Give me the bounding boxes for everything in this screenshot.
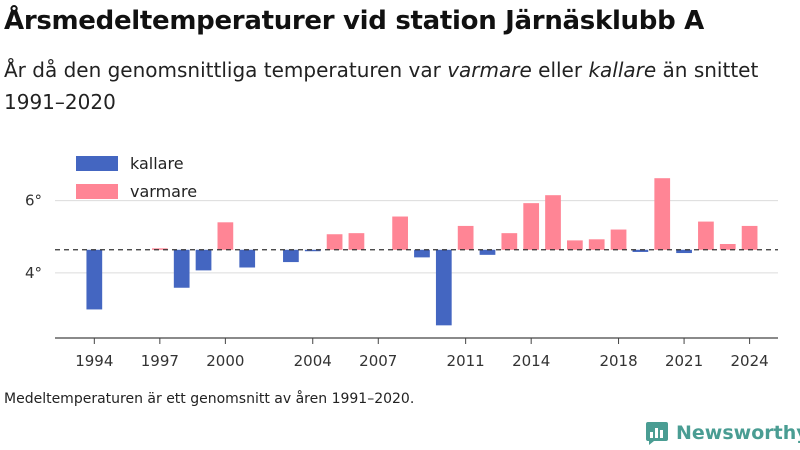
- legend-swatch-kallare: [76, 156, 118, 171]
- footnote: Medeltemperaturen är ett genomsnitt av å…: [4, 391, 415, 407]
- subtitle-text-middle: eller: [531, 58, 589, 82]
- bar-kallare-1998: [173, 249, 190, 288]
- x-tick-label-2018: 2018: [599, 352, 637, 370]
- chart-subtitle: År då den genomsnittliga temperaturen va…: [4, 54, 794, 118]
- x-tick-label-1997: 1997: [141, 352, 179, 370]
- x-tick-label-2011: 2011: [447, 352, 485, 370]
- x-tick-label-2024: 2024: [731, 352, 769, 370]
- x-tick-label-2000: 2000: [206, 352, 244, 370]
- y-tick-label-4: 4°: [25, 264, 42, 282]
- x-tick-label-2014: 2014: [512, 352, 550, 370]
- newsworthy-brand[interactable]: Newsworthy: [644, 420, 800, 446]
- chart-title: Årsmedeltemperaturer vid station Järnäsk…: [4, 6, 704, 36]
- bar-kallare-2003: [283, 249, 299, 263]
- bar-varmare-2014: [523, 203, 540, 250]
- subtitle-text-end: än snittet 1991–2020: [4, 58, 759, 114]
- bar-kallare-2010: [435, 249, 452, 326]
- x-tick-label-2004: 2004: [294, 352, 332, 370]
- newsworthy-logo-icon: [646, 422, 668, 445]
- bar-varmare-2008: [392, 216, 408, 250]
- bar-varmare-2020: [654, 178, 671, 250]
- newsworthy-brand-name: Newsworthy: [676, 422, 800, 444]
- bar-varmare-2015: [545, 195, 561, 250]
- bar-varmare-2017: [588, 239, 605, 250]
- legend-label-kallare: kallare: [130, 154, 184, 173]
- bar-varmare-2006: [348, 233, 365, 250]
- bar-varmare-2016: [566, 240, 583, 250]
- subtitle-text-start: År då den genomsnittliga temperaturen va…: [4, 58, 448, 82]
- bar-varmare-2022: [698, 221, 714, 250]
- x-tick-label-1994: 1994: [75, 352, 113, 370]
- y-tick-label-6: 6°: [25, 192, 42, 210]
- bar-kallare-2001: [239, 249, 256, 268]
- bar-varmare-2024: [741, 225, 758, 250]
- bar-kallare-2012: [479, 249, 496, 255]
- x-tick-label-2021: 2021: [665, 352, 703, 370]
- x-tick-label-2007: 2007: [359, 352, 397, 370]
- legend-swatch-varmare: [76, 184, 118, 199]
- legend-label-varmare: varmare: [130, 182, 197, 201]
- bar-kallare-1999: [195, 249, 212, 271]
- bar-varmare-2000: [217, 222, 234, 250]
- bar-varmare-2013: [501, 233, 518, 250]
- bar-varmare-2005: [326, 234, 343, 250]
- bar-kallare-1994: [86, 249, 103, 310]
- bar-varmare-2011: [457, 225, 474, 250]
- bar-varmare-2023: [719, 244, 736, 250]
- bar-kallare-2021: [676, 249, 692, 254]
- bar-kallare-2009: [414, 249, 430, 258]
- bar-kallare-2019: [632, 249, 649, 252]
- subtitle-cold-word: kallare: [588, 58, 657, 82]
- bar-kallare-2004: [304, 249, 321, 252]
- bar-varmare-1997: [151, 248, 168, 250]
- bar-varmare-2018: [610, 229, 627, 250]
- subtitle-warm-word: varmare: [447, 58, 532, 82]
